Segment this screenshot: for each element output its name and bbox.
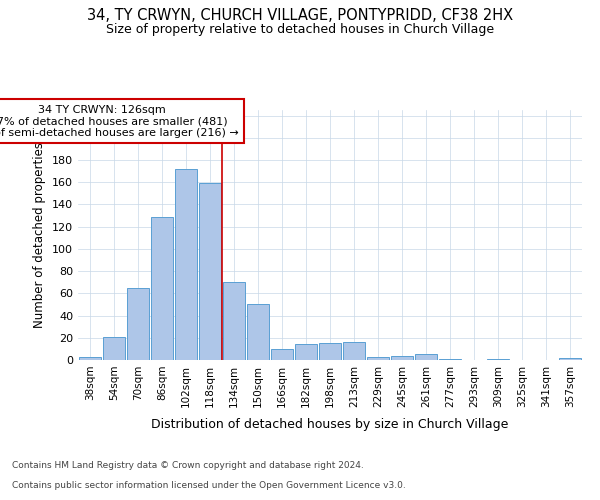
Bar — [223, 282, 245, 360]
Bar — [319, 344, 341, 360]
Text: Contains public sector information licensed under the Open Government Licence v3: Contains public sector information licen… — [12, 481, 406, 490]
Bar — [175, 169, 197, 360]
Bar — [79, 356, 101, 360]
X-axis label: Distribution of detached houses by size in Church Village: Distribution of detached houses by size … — [151, 418, 509, 431]
Bar — [343, 342, 365, 360]
Bar — [439, 359, 461, 360]
Text: 34 TY CRWYN: 126sqm
← 67% of detached houses are smaller (481)
30% of semi-detac: 34 TY CRWYN: 126sqm ← 67% of detached ho… — [0, 104, 238, 138]
Text: Size of property relative to detached houses in Church Village: Size of property relative to detached ho… — [106, 22, 494, 36]
Bar — [367, 356, 389, 360]
Bar — [487, 359, 509, 360]
Bar — [103, 336, 125, 360]
Bar — [199, 184, 221, 360]
Bar — [247, 304, 269, 360]
Text: 34, TY CRWYN, CHURCH VILLAGE, PONTYPRIDD, CF38 2HX: 34, TY CRWYN, CHURCH VILLAGE, PONTYPRIDD… — [87, 8, 513, 22]
Bar — [295, 344, 317, 360]
Bar — [151, 216, 173, 360]
Text: Contains HM Land Registry data © Crown copyright and database right 2024.: Contains HM Land Registry data © Crown c… — [12, 461, 364, 470]
Bar — [415, 354, 437, 360]
Y-axis label: Number of detached properties: Number of detached properties — [34, 142, 46, 328]
Bar — [391, 356, 413, 360]
Bar — [271, 349, 293, 360]
Bar — [559, 358, 581, 360]
Bar — [127, 288, 149, 360]
